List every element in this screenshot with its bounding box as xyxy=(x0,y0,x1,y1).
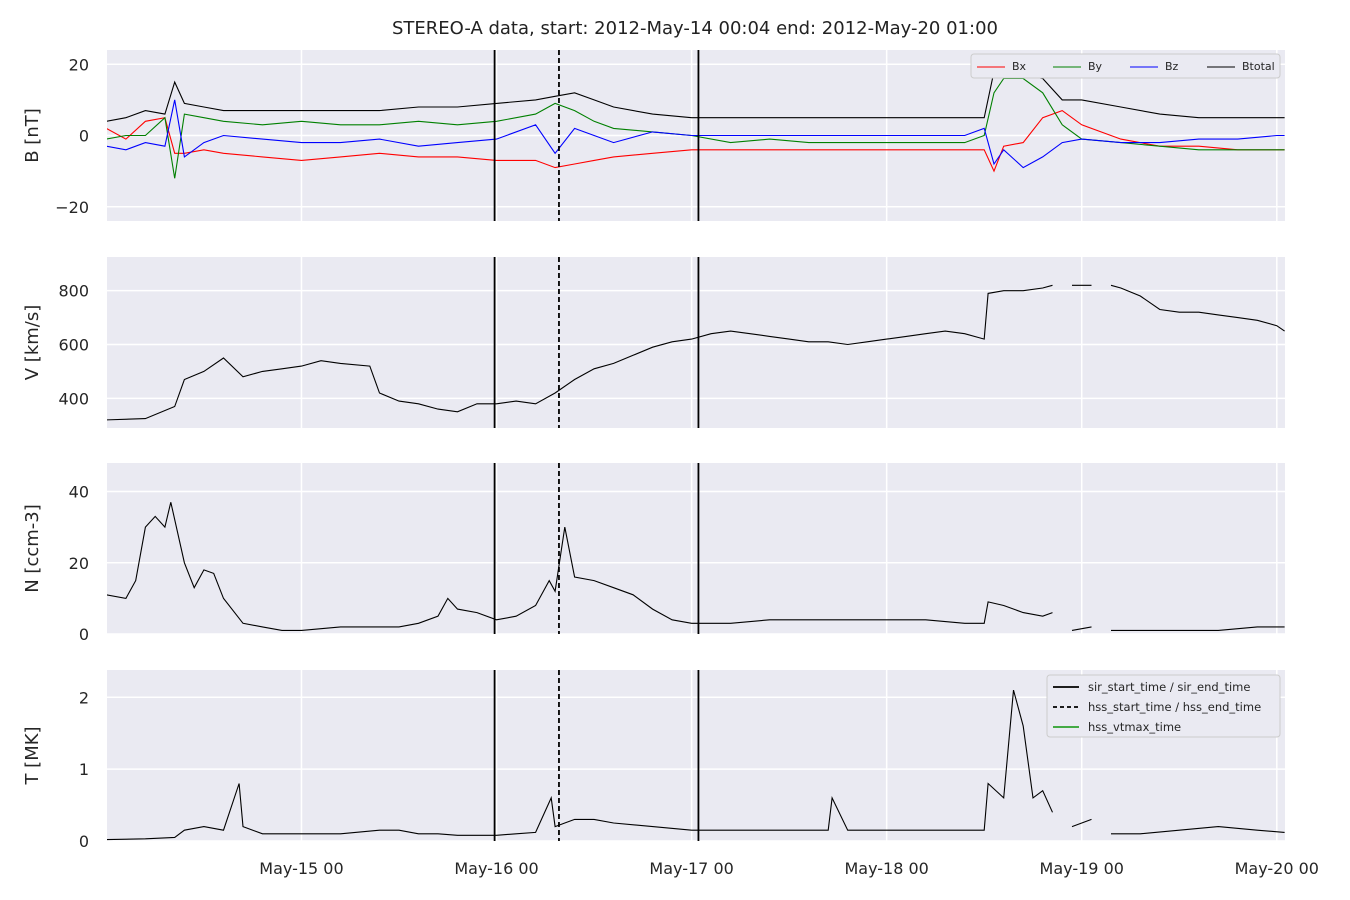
legend-entry-bx: Bx xyxy=(1012,60,1027,73)
panel-3: 0 20 40 N [ccm-3] xyxy=(22,463,1285,644)
x-tick-label: May-20 00 xyxy=(1235,859,1319,878)
legend-entry-sir-start-time: sir_start_time / sir_end_time xyxy=(1088,680,1250,694)
series-t-line xyxy=(107,689,1285,841)
panel-background xyxy=(107,463,1285,634)
y-axis-label: B [nT] xyxy=(22,108,43,163)
series-v-line xyxy=(107,284,1285,421)
y-tick-label: 2 xyxy=(79,688,89,707)
legend-entry-hss-start-time: hss_start_time / hss_end_time xyxy=(1088,700,1261,714)
y-tick-label: 400 xyxy=(58,389,89,408)
y-tick-label: 0 xyxy=(79,127,89,146)
x-tick-label: May-19 00 xyxy=(1040,859,1124,878)
legend-entry-hss-vtmax-time: hss_vtmax_time xyxy=(1088,720,1181,734)
legend-entry-btotal: Btotal xyxy=(1242,60,1275,73)
chart-title: STEREO-A data, start: 2012-May-14 00:04 … xyxy=(392,18,998,39)
legend-entry-bz: Bz xyxy=(1165,60,1179,73)
y-tick-label: 0 xyxy=(79,832,89,851)
series-btotal-line xyxy=(107,70,1285,122)
y-axis-label: N [ccm-3] xyxy=(22,504,43,593)
x-tick-label: May-18 00 xyxy=(844,859,928,878)
y-axis-label: T [MK] xyxy=(22,726,43,785)
panel-2: 400 600 800 V [km/s] xyxy=(22,257,1285,428)
series-bx-line xyxy=(107,109,1285,173)
legend-b: Bx By Bz Btotal xyxy=(970,53,1281,79)
panel-4: 0 1 2 T [MK] sir_start_time / sir_end_timehs… xyxy=(22,670,1285,851)
x-tick-label: May-17 00 xyxy=(649,859,733,878)
y-tick-label: 800 xyxy=(58,282,89,301)
y-tick-label: 20 xyxy=(69,55,89,74)
y-tick-label: 0 xyxy=(79,625,89,644)
y-tick-label: 1 xyxy=(79,760,89,779)
legend-box xyxy=(970,53,1281,79)
legend-events: sir_start_time / sir_end_time hss_start_t… xyxy=(1046,674,1281,738)
series-bz-line xyxy=(107,99,1285,169)
panel-1: −20 0 20 B [nT] Bx By Bz Btotal xyxy=(22,50,1285,221)
series-n-line xyxy=(107,502,1285,631)
y-tick-label: 600 xyxy=(58,336,89,355)
y-axis-label: V [km/s] xyxy=(22,305,43,380)
legend-entry-by: By xyxy=(1088,60,1103,73)
y-tick-label: 20 xyxy=(69,554,89,573)
x-tick-label: May-15 00 xyxy=(259,859,343,878)
y-tick-label: 40 xyxy=(69,483,89,502)
y-tick-label: −20 xyxy=(55,198,89,217)
panel-background xyxy=(107,257,1285,428)
x-tick-label: May-16 00 xyxy=(454,859,538,878)
legend-box xyxy=(1046,674,1281,738)
